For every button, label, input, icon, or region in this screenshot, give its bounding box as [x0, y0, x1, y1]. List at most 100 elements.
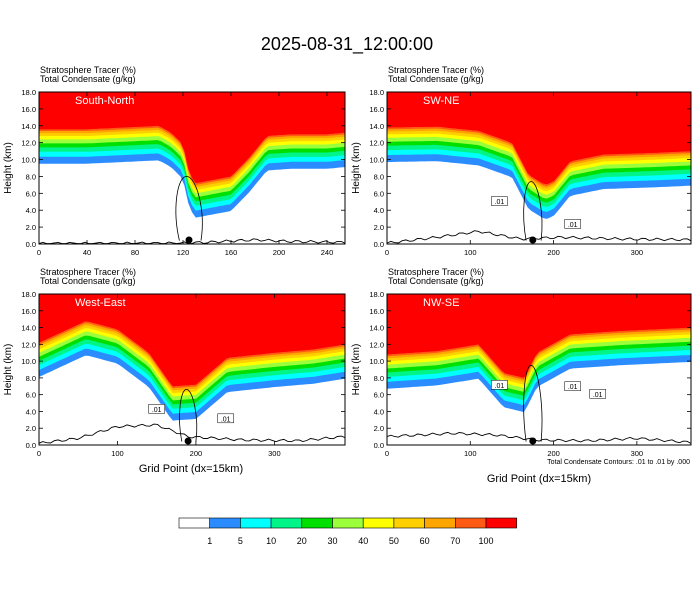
x-tick-label: 100 [111, 449, 124, 458]
y-tick-label: 10.0 [369, 156, 384, 165]
y-tick-label: 4.0 [374, 407, 384, 416]
x-tick-label: 0 [37, 248, 41, 257]
y-tick-label: 16.0 [21, 105, 36, 114]
x-tick-label: 0 [385, 248, 389, 257]
panel-header: Total Condensate (g/kg) [40, 276, 136, 286]
panel-header: Stratosphere Tracer (%) [388, 267, 484, 277]
condensate-contour [179, 388, 198, 442]
x-tick-label: 0 [37, 449, 41, 458]
condensate-contour [523, 364, 543, 442]
y-axis-label: Height (km) [351, 142, 362, 194]
y-tick-label: 6.0 [374, 391, 384, 400]
contour-label-text: .01 [495, 199, 505, 206]
panel-header: Stratosphere Tracer (%) [40, 267, 136, 277]
panel-nw-se: .01 .01 .01 NW-SE Stratosphere Tracer (%)Tot… [351, 267, 692, 458]
colorbar-swatch [332, 517, 364, 529]
contour-label-box [564, 219, 581, 229]
condensate-contour [523, 181, 543, 241]
y-tick-label: 10.0 [21, 357, 36, 366]
y-tick-label: 12.0 [369, 340, 384, 349]
contour-label-text: .01 [568, 222, 578, 229]
colorbar-label: 1 [207, 536, 212, 546]
x-tick-label: 200 [547, 449, 560, 458]
y-tick-label: 18.0 [369, 290, 384, 299]
x-tick-label: 100 [464, 449, 477, 458]
contour-label: .01 [564, 219, 581, 229]
y-tick-label: 4.0 [26, 407, 36, 416]
panel-header: Stratosphere Tracer (%) [40, 65, 136, 75]
location-marker [529, 437, 537, 445]
x-tick-label: 0 [385, 449, 389, 458]
contour-label: .01 [148, 404, 165, 414]
y-tick-label: 0.0 [26, 240, 36, 249]
contour-label-box [217, 413, 234, 424]
panel-header: Total Condensate (g/kg) [388, 74, 484, 84]
terrain-line [387, 431, 691, 444]
plot-area: .01 .01 [39, 294, 345, 445]
colorbar-label: 60 [420, 536, 430, 546]
x-tick-label: 200 [273, 248, 286, 257]
colorbar-swatch [209, 517, 241, 529]
y-tick-label: 12.0 [369, 139, 384, 148]
colorbar: 1 5 10 20 30 40 50 60 70 100 [178, 517, 518, 546]
y-tick-label: 18.0 [21, 88, 36, 97]
y-tick-label: 0.0 [374, 441, 384, 450]
x-tick-label: 200 [190, 449, 203, 458]
plot-area: .01 .01 [387, 92, 691, 244]
y-axis-label: Height (km) [3, 142, 14, 194]
panel-header: Total Condensate (g/kg) [40, 74, 136, 84]
y-tick-label: 2.0 [374, 223, 384, 232]
plot-frame [38, 293, 346, 446]
tracer-core [387, 294, 691, 378]
y-tick-label: 8.0 [26, 172, 36, 181]
colorbar-swatch [424, 517, 456, 529]
y-tick-label: 0.0 [374, 240, 384, 249]
y-tick-label: 6.0 [26, 391, 36, 400]
contour-label-text: .01 [593, 392, 603, 399]
panel-header: Stratosphere Tracer (%) [388, 65, 484, 75]
footnote: Total Condensate Contours: .01 to .01 by… [547, 459, 690, 466]
colorbar-label: 40 [358, 536, 368, 546]
y-tick-label: 4.0 [374, 206, 384, 215]
colorbar-label: 100 [478, 536, 493, 546]
x-tick-label: 300 [631, 248, 644, 257]
page-title: 2025-08-31_12:00:00 [261, 34, 433, 55]
y-tick-label: 10.0 [21, 156, 36, 165]
contour-label-box [589, 389, 606, 399]
y-tick-label: 14.0 [21, 324, 36, 333]
x-tick-label: 120 [177, 248, 190, 257]
y-tick-label: 6.0 [26, 189, 36, 198]
condensate-contour [175, 175, 203, 241]
terrain-line [39, 423, 345, 444]
contour-label: .01 [589, 389, 606, 399]
colorbar-swatch [485, 517, 518, 529]
y-tick-label: 6.0 [374, 189, 384, 198]
y-tick-label: 12.0 [21, 139, 36, 148]
y-tick-label: 2.0 [26, 424, 36, 433]
colorbar-label: 5 [238, 536, 243, 546]
tracer-core [387, 92, 691, 185]
y-tick-label: 14.0 [369, 324, 384, 333]
panel-title: South-North [75, 95, 134, 107]
colorbar-swatch [178, 517, 211, 529]
y-tick-label: 2.0 [374, 424, 384, 433]
x-tick-label: 240 [321, 248, 334, 257]
tracer-core [39, 92, 345, 183]
y-tick-label: 8.0 [374, 374, 384, 383]
plot-area: .01 .01 .01 [387, 294, 691, 445]
contour-label: .01 [491, 380, 508, 390]
location-marker [185, 236, 193, 244]
x-tick-label: 200 [547, 248, 560, 257]
x-tick-label: 100 [464, 248, 477, 257]
contour-label-box [564, 381, 581, 391]
colorbar-label: 70 [450, 536, 460, 546]
y-tick-label: 14.0 [369, 122, 384, 131]
y-tick-label: 0.0 [26, 441, 36, 450]
x-tick-label: 80 [131, 248, 139, 257]
colorbar-swatch [301, 517, 333, 529]
contour-label-box [491, 196, 508, 206]
panel-title: NW-SE [423, 297, 459, 309]
colorbar-swatch [362, 517, 395, 529]
y-tick-label: 12.0 [21, 340, 36, 349]
y-tick-label: 16.0 [21, 307, 36, 316]
